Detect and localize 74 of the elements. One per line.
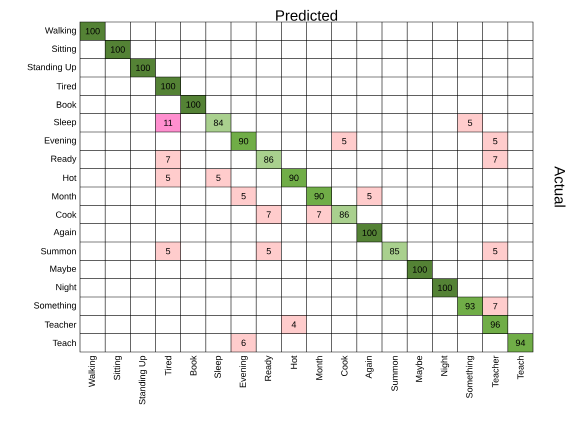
y-tick-label: Teacher: [44, 321, 76, 328]
y-tick-label: Summon: [41, 248, 76, 254]
data-label: 5: [216, 174, 221, 181]
data-label: 5: [493, 248, 498, 254]
y-tick-label: Sleep: [54, 118, 76, 128]
x-tick-label: Standing Up: [138, 356, 148, 404]
data-label: 5: [367, 193, 372, 200]
x-tick-label: Again: [365, 356, 374, 378]
y-tick-label: Standing Up: [28, 64, 76, 72]
y-tick-label: Book: [56, 101, 76, 108]
y-tick-label: Tired: [56, 82, 76, 90]
y-tick-label: Ready: [51, 155, 76, 164]
data-label: 85: [390, 248, 400, 254]
data-label: 100: [161, 82, 176, 90]
data-label: 100: [186, 101, 200, 108]
x-tick-label: Month: [316, 356, 322, 380]
data-label: 100: [110, 46, 125, 53]
y-tick-label: Evening: [44, 136, 76, 146]
x-tick-label: Tired: [164, 356, 172, 376]
data-label: 6: [242, 340, 246, 346]
data-label: 100: [438, 284, 452, 292]
data-label: 7: [493, 156, 498, 163]
data-label: 86: [340, 211, 349, 218]
y-tick-label: Something: [34, 302, 76, 310]
y-tick-label: Sitting: [52, 45, 76, 54]
y-tick-label: Night: [56, 284, 76, 292]
x-tick-label: Walking: [88, 356, 97, 388]
y-tick-label: Again: [54, 228, 76, 238]
data-label: 96: [490, 321, 500, 328]
x-tick-label: Sitting: [114, 356, 122, 380]
x-tick-label: Maybe: [416, 356, 424, 382]
x-tick-label: Something: [466, 356, 474, 398]
data-label: 7: [317, 211, 322, 218]
data-label: 4: [292, 321, 296, 328]
y-tick-label: Hot: [63, 174, 76, 181]
y-tick-label: Maybe: [50, 265, 76, 274]
x-tick-label: Book: [190, 356, 197, 376]
data-label: 5: [342, 138, 346, 144]
data-label: 86: [264, 156, 274, 163]
y-tick-label: Month: [52, 192, 76, 200]
data-label: 93: [466, 302, 475, 310]
data-label: 5: [468, 120, 472, 126]
data-label: 100: [362, 230, 377, 236]
y-axis-title: Actual: [554, 166, 566, 207]
data-label: 100: [86, 28, 100, 34]
data-label: 100: [136, 64, 150, 72]
data-label: 7: [493, 303, 498, 310]
data-label: 5: [166, 248, 170, 254]
chart-title: Predicted: [276, 10, 338, 21]
data-label: 5: [166, 174, 170, 181]
x-tick-label: Teach: [517, 356, 524, 380]
x-tick-label: Hot: [290, 356, 298, 369]
data-label: 5: [493, 138, 498, 144]
data-label: 90: [314, 192, 324, 200]
y-tick-label: Cook: [56, 211, 76, 218]
y-tick-label: Teach: [52, 340, 76, 346]
x-tick-label: Teacher: [492, 356, 499, 388]
data-label: 90: [289, 174, 299, 182]
data-label: 90: [239, 138, 248, 144]
data-label: 84: [214, 120, 224, 126]
x-tick-label: Cook: [340, 356, 348, 376]
x-tick-label: Sleep: [214, 356, 223, 378]
x-tick-label: Evening: [239, 356, 248, 388]
y-tick-label: Walking: [44, 26, 76, 36]
data-label: 94: [516, 340, 526, 346]
data-label: 5: [266, 248, 271, 254]
data-label: 7: [266, 211, 271, 218]
x-tick-label: Night: [440, 356, 450, 376]
data-label: 5: [241, 193, 246, 200]
data-label: 100: [412, 266, 427, 273]
x-tick-label: Summon: [391, 356, 398, 391]
data-label: 7: [166, 156, 170, 163]
data-label: 11: [164, 120, 172, 126]
x-tick-label: Ready: [264, 356, 273, 381]
